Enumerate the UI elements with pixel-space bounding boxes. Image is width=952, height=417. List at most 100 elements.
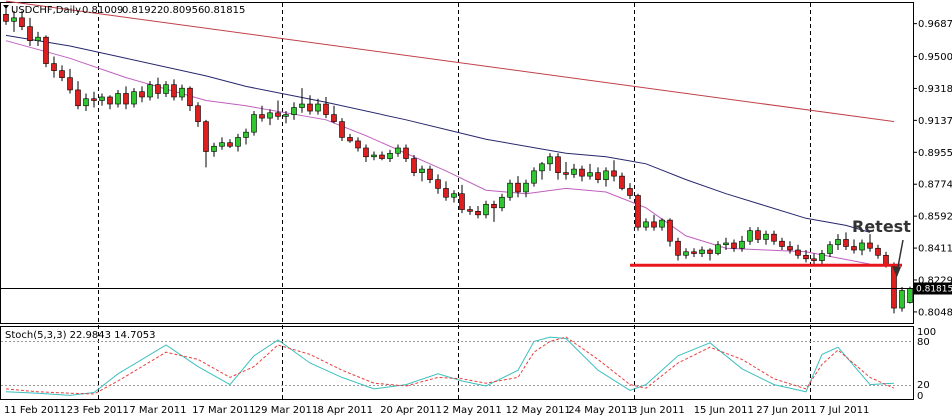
candle [203, 119, 209, 168]
candle-body-bull [819, 253, 825, 261]
candle [771, 230, 777, 245]
candle [411, 155, 417, 177]
candle [499, 193, 505, 212]
candle [483, 200, 489, 219]
candle-body-bull [571, 168, 577, 175]
ohlc-low: 0.80956 [163, 5, 204, 16]
candle-body-bull [83, 98, 89, 107]
candle-body-bear [563, 172, 569, 175]
candle [875, 244, 881, 259]
stoch-tick-label: 100 [917, 327, 936, 338]
candle [331, 105, 337, 124]
candle-body-bull [723, 242, 729, 246]
ohlc-close: 0.81815 [204, 5, 245, 16]
x-tick-label: 7 Mar 2011 [129, 405, 186, 416]
candle-body-bear [203, 121, 209, 152]
candle [27, 17, 33, 46]
candle [523, 179, 529, 198]
candle [835, 234, 841, 251]
candle [315, 98, 321, 115]
candle [419, 165, 425, 182]
candle-body-bear [3, 14, 9, 22]
x-tick-label: 17 Mar 2011 [192, 405, 255, 416]
candle [643, 218, 649, 231]
candle-body-bull [115, 93, 121, 105]
price-tag-box [914, 282, 952, 295]
candle [443, 181, 449, 201]
candle-body-bear [19, 17, 25, 27]
candle [235, 133, 241, 152]
candle [795, 244, 801, 259]
candle-body-bear [771, 233, 777, 242]
candle-body-bull [715, 244, 721, 254]
candle-body-bear [475, 211, 481, 216]
retest-annotation: Retest [852, 217, 911, 277]
candle-body-bear [435, 179, 441, 189]
candle [171, 79, 177, 101]
x-tick-label: 3 Jun 2011 [631, 405, 685, 416]
stochastic-lines [5, 336, 895, 396]
candle [131, 88, 137, 108]
candle [355, 137, 361, 152]
candle [579, 165, 585, 182]
candle [899, 286, 905, 312]
candle-body-bull [235, 137, 241, 147]
candle-body-bull [547, 156, 553, 165]
candle [635, 193, 641, 231]
candle-body-bull [11, 17, 17, 22]
candle-body-bull [483, 203, 489, 216]
candle-body-bear [691, 251, 697, 254]
candle-body-bear [275, 112, 281, 117]
candle [827, 241, 833, 258]
stoch-tick-label: 0 [917, 391, 923, 402]
candle-body-bear [187, 87, 193, 107]
candle [691, 248, 697, 258]
header-triangle-icon [3, 5, 9, 9]
candle [211, 142, 217, 157]
candle [699, 246, 705, 258]
candle-body-bear [667, 219, 673, 242]
candle-body-bear [171, 84, 177, 98]
candle [723, 237, 729, 251]
candle-body-bear [595, 172, 601, 180]
x-tick-label: 2 May 2011 [443, 405, 502, 416]
candle [547, 153, 553, 171]
candle [51, 56, 57, 78]
candle [907, 286, 913, 304]
candle [67, 68, 73, 94]
candle-body-bear [635, 195, 641, 228]
candle [371, 151, 377, 161]
candle-body-bear [627, 188, 633, 196]
candle-body-bull [683, 251, 689, 256]
candle-body-bear [307, 103, 313, 112]
candle-body-bull [163, 84, 169, 94]
candle-body-bear [363, 147, 369, 158]
candle-body-bull [747, 230, 753, 242]
candle-body-bull [539, 163, 545, 172]
ohlc-high: 0.81922 [122, 5, 163, 16]
candle-body-bear [755, 230, 761, 240]
candle [219, 137, 225, 150]
candle [459, 184, 465, 214]
candle-body-bull [147, 84, 153, 98]
candle-body-bull [523, 182, 529, 193]
candle [867, 234, 873, 252]
main-chart-frame [0, 2, 914, 324]
candle [763, 230, 769, 245]
stoch-tick-label: 20 [917, 380, 930, 391]
candle [251, 111, 257, 136]
navy-ma-line [5, 34, 871, 233]
candle-body-bear [459, 193, 465, 210]
candle [451, 190, 457, 203]
candle-body-bear [707, 249, 713, 254]
candle-body-bear [51, 63, 57, 71]
candle [195, 102, 201, 127]
candle [747, 227, 753, 245]
candle-body-bull [643, 221, 649, 228]
candle-body-bull [283, 114, 289, 117]
candle [139, 86, 145, 103]
symbol-label: USDCHF,Daily [11, 5, 81, 16]
